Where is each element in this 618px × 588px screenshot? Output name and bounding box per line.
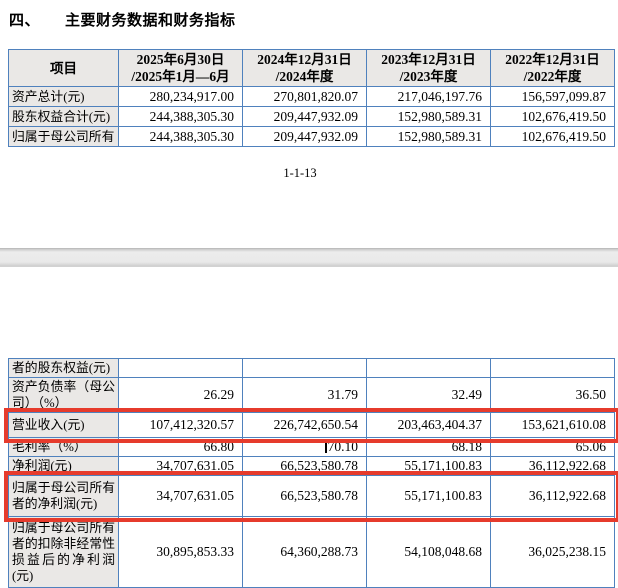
row-label: 资产总计(元): [8, 86, 119, 107]
header-item-label: 项目: [50, 60, 77, 76]
pdf-page-break: [0, 248, 618, 267]
cell-value: 36,112,922.68: [490, 475, 615, 517]
cell-value: 244,388,305.30: [118, 126, 243, 147]
table-row: 股东权益合计(元) 244,388,305.30 209,447,932.09 …: [8, 106, 615, 127]
table-header-row: 项目 2025年6月30日 /2025年1月—6月 2024年12月31日 /2…: [8, 49, 615, 87]
cell-value: [490, 358, 615, 378]
table-row: 净利润(元) 34,707,631.05 66,523,580.78 55,17…: [8, 456, 615, 476]
row-label: 毛利率（%）: [8, 437, 119, 457]
header-2023: 2023年12月31日 /2023年度: [366, 49, 491, 87]
table-row: 资产负债率（母公司）（%） 26.29 31.79 32.49 36.50: [8, 377, 615, 413]
row-label: 者的股东权益(元): [8, 358, 119, 378]
cell-value: 156,597,099.87: [490, 86, 615, 107]
header-2025: 2025年6月30日 /2025年1月—6月: [118, 49, 243, 87]
cell-value: [366, 358, 491, 378]
row-label: 归属于母公司所有者的扣除非经常性损益后的净利润(元): [8, 516, 119, 588]
header-date-line2: /2025年1月—6月: [131, 69, 230, 84]
cell-value: 209,447,932.09: [242, 126, 367, 147]
table-row: 归属于母公司所有者的扣除非经常性损益后的净利润(元) 30,895,853.33…: [8, 516, 615, 588]
header-date-line2: /2024年度: [275, 69, 334, 84]
header-2022: 2022年12月31日 /2022年度: [490, 49, 615, 87]
table-row: 毛利率（%） 66.80 70.10 68.18 65.06: [8, 437, 615, 457]
cell-value: 32.49: [366, 377, 491, 413]
row-label: 归属于母公司所有: [8, 126, 119, 147]
cell-value: 34,707,631.05: [118, 475, 243, 517]
table-row: 资产总计(元) 280,234,917.00 270,801,820.07 21…: [8, 86, 615, 107]
cell-value: 66,523,580.78: [242, 456, 367, 476]
row-label: 归属于母公司所有者的净利润(元): [8, 475, 119, 517]
header-date-line1: 2022年12月31日: [505, 52, 600, 67]
cell-value: 55,171,100.83: [366, 475, 491, 517]
page-number: 1-1-13: [283, 166, 317, 180]
cell-value: 152,980,589.31: [366, 106, 491, 127]
row-label: 资产负债率（母公司）（%）: [8, 377, 119, 413]
cell-value: 217,046,197.76: [366, 86, 491, 107]
section-heading-text: 主要财务数据和财务指标: [65, 13, 236, 29]
cell-value: 36,025,238.15: [490, 516, 615, 588]
cell-value: 244,388,305.30: [118, 106, 243, 127]
cell-value: 107,412,320.57: [118, 412, 243, 438]
section-numeral: 四、: [9, 13, 41, 29]
cell-value: 70.10: [242, 437, 367, 457]
cell-value: 102,676,419.50: [490, 106, 615, 127]
cell-value: 26.29: [118, 377, 243, 413]
text-cursor: [325, 439, 327, 453]
cell-value: 66,523,580.78: [242, 475, 367, 517]
cell-value: 31.79: [242, 377, 367, 413]
cell-value: 55,171,100.83: [366, 456, 491, 476]
header-item: 项目: [8, 49, 119, 87]
table-row-revenue-highlighted: 营业收入(元) 107,412,320.57 226,742,650.54 20…: [3, 407, 618, 443]
section-heading: 四、 主要财务数据和财务指标: [9, 9, 236, 30]
cell-value-text: 70.10: [327, 439, 358, 454]
cell-value: 102,676,419.50: [490, 126, 615, 147]
financial-table-page1: 项目 2025年6月30日 /2025年1月—6月 2024年12月31日 /2…: [8, 49, 615, 147]
cell-value: 280,234,917.00: [118, 86, 243, 107]
cell-value: 30,895,853.33: [118, 516, 243, 588]
table-row: 者的股东权益(元): [8, 358, 615, 378]
cell-value: [242, 358, 367, 378]
row-label: 净利润(元): [8, 456, 119, 476]
row-label: 营业收入(元): [8, 412, 119, 438]
financial-table-page2: 者的股东权益(元) 资产负债率（母公司）（%） 26.29 31.79 32.4…: [3, 358, 618, 588]
header-date-line1: 2024年12月31日: [257, 52, 352, 67]
cell-value: 36.50: [490, 377, 615, 413]
cell-value: 34,707,631.05: [118, 456, 243, 476]
header-date-line1: 2023年12月31日: [381, 52, 476, 67]
header-2024: 2024年12月31日 /2024年度: [242, 49, 367, 87]
cell-value: [118, 358, 243, 378]
cell-value: 36,112,922.68: [490, 456, 615, 476]
cell-value: 226,742,650.54: [242, 412, 367, 438]
cell-value: 64,360,288.73: [242, 516, 367, 588]
table-row-parent-net-profit-highlighted: 归属于母公司所有者的净利润(元) 34,707,631.05 66,523,58…: [3, 470, 618, 522]
table-row: 归属于母公司所有 244,388,305.30 209,447,932.09 1…: [8, 126, 615, 147]
cell-value: 270,801,820.07: [242, 86, 367, 107]
row-label: 股东权益合计(元): [8, 106, 119, 127]
cell-value: 66.80: [118, 437, 243, 457]
header-date-line1: 2025年6月30日: [136, 52, 225, 67]
cell-value: 209,447,932.09: [242, 106, 367, 127]
header-date-line2: /2023年度: [399, 69, 458, 84]
cell-value: 68.18: [366, 437, 491, 457]
cell-value: 203,463,404.37: [366, 412, 491, 438]
cell-value: 153,621,610.08: [490, 412, 615, 438]
cell-value: 65.06: [490, 437, 615, 457]
cell-value: 152,980,589.31: [366, 126, 491, 147]
header-date-line2: /2022年度: [523, 69, 582, 84]
cell-value: 54,108,048.68: [366, 516, 491, 588]
